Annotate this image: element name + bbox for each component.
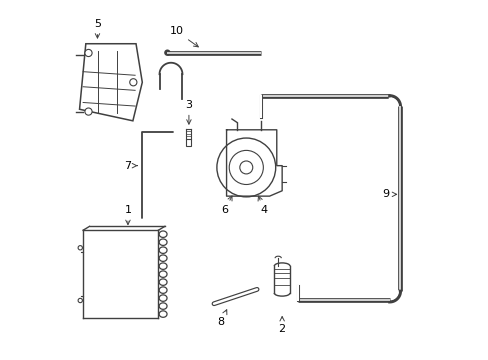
Bar xyxy=(186,139,191,146)
Text: 7: 7 xyxy=(124,161,137,171)
Text: 2: 2 xyxy=(278,316,285,334)
Circle shape xyxy=(78,246,82,250)
Circle shape xyxy=(164,49,170,56)
Text: 4: 4 xyxy=(258,196,267,216)
Text: 8: 8 xyxy=(217,310,226,327)
Text: 3: 3 xyxy=(185,100,192,124)
Circle shape xyxy=(85,108,92,115)
Text: 10: 10 xyxy=(169,26,198,47)
Circle shape xyxy=(229,150,263,185)
Text: 1: 1 xyxy=(124,206,131,225)
Text: 5: 5 xyxy=(94,19,101,38)
Circle shape xyxy=(85,49,92,57)
Circle shape xyxy=(129,79,137,86)
Circle shape xyxy=(217,138,275,197)
Circle shape xyxy=(239,161,252,174)
Text: 9: 9 xyxy=(382,189,396,199)
Text: 6: 6 xyxy=(221,196,231,216)
Circle shape xyxy=(78,298,82,303)
